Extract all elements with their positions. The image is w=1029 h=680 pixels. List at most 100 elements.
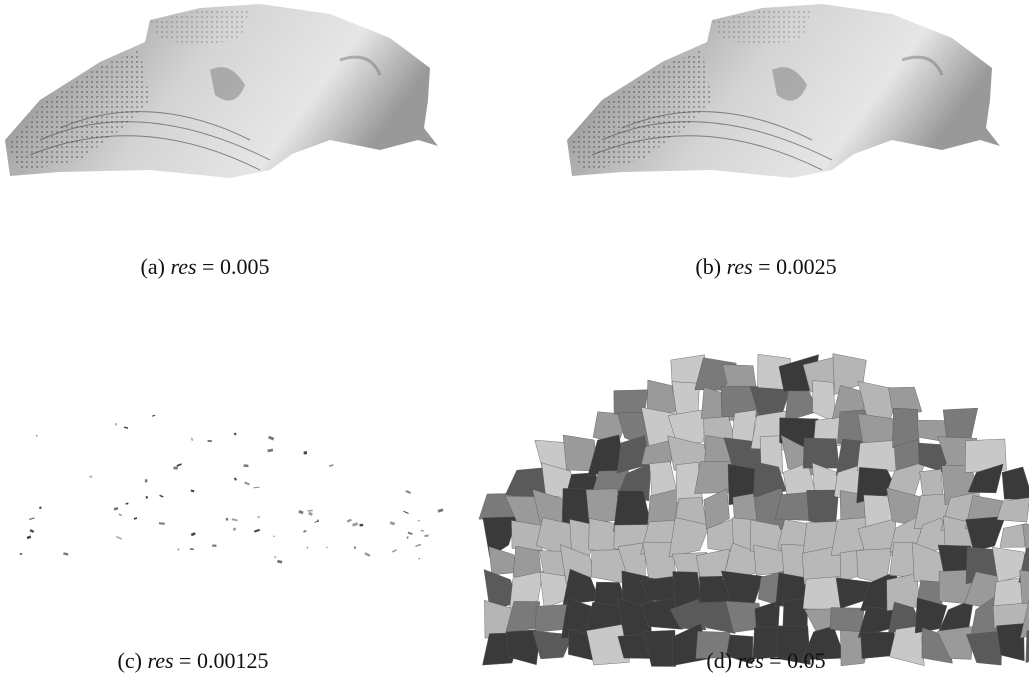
speck [390,521,395,525]
speck [233,527,237,531]
speck [39,506,42,509]
speck [405,490,410,494]
speck [306,547,308,549]
speck [207,440,211,442]
speck [274,556,276,558]
speck [352,522,358,526]
speck [173,467,177,470]
figure [0,0,1029,680]
speck [364,552,370,557]
render-d [479,354,1029,667]
caption-b: (b) res = 0.0025 [695,254,836,280]
facet [830,608,864,635]
speck [421,530,424,532]
speck [273,535,275,537]
speck [232,518,238,521]
speck [119,514,122,516]
caption-expr: = 0.005 [202,254,269,279]
facet [695,462,734,494]
caption-symbol: res [727,254,753,279]
speck [234,477,237,480]
speck [191,489,195,492]
speck [303,530,306,533]
facet [803,438,839,468]
speck [326,547,327,549]
speck [329,464,334,467]
speck [177,548,179,551]
speck [268,436,274,441]
speck [257,516,260,518]
caption-d: (d) res = 0.05 [706,648,825,674]
speck [308,512,313,516]
render-b [567,4,1000,178]
caption-a: (a) res = 0.005 [141,254,270,280]
speck [191,532,196,536]
speck [308,510,313,512]
speck [89,476,92,478]
speck [392,549,397,553]
speck [234,433,237,436]
facet [1002,467,1029,499]
speck [159,495,163,498]
speck [134,517,138,520]
speck [437,508,443,512]
speck [277,560,282,564]
speck [63,552,68,555]
speck [304,451,308,454]
speck [115,423,117,425]
speck [212,545,216,547]
facet [644,630,676,666]
caption-expr: = 0.0025 [758,254,836,279]
speck [406,536,408,538]
facet [966,631,1002,665]
speck [190,548,194,550]
speck [415,544,421,547]
speck [159,522,165,525]
caption-label: (d) [706,648,732,673]
caption-symbol: res [738,648,764,673]
speck [146,496,148,499]
facet [803,577,842,610]
speck [191,438,193,441]
speck [124,426,128,428]
speck [114,507,119,511]
speck [314,521,318,523]
render-a [5,4,438,178]
render-c [20,415,444,564]
speck [244,482,250,486]
speck [116,536,122,540]
speck [347,519,352,523]
facet [813,381,836,423]
speck [36,435,38,437]
speck [254,529,260,533]
speck [403,511,409,514]
page: {"subfigures": [ {"label": "(a)", "symbo… [0,0,1029,680]
speck [244,464,249,467]
speck [152,415,155,417]
speck [298,510,303,514]
caption-expr: = 0.05 [769,648,825,673]
speck [418,558,420,559]
speck [27,535,32,539]
caption-label: (a) [141,254,165,279]
caption-c: (c) res = 0.00125 [118,648,269,674]
caption-label: (b) [695,254,721,279]
speck [359,524,363,527]
speck [267,449,273,453]
speck [20,553,23,555]
caption-label: (c) [118,648,142,673]
speck [30,529,35,533]
speck [226,518,229,521]
speck [424,534,429,537]
speck [145,479,148,482]
speck [29,517,35,520]
speck [354,546,357,549]
speck [418,520,420,521]
caption-symbol: res [170,254,196,279]
speck [254,487,260,489]
speck [176,463,181,466]
caption-symbol: res [147,648,173,673]
caption-expr: = 0.00125 [179,648,268,673]
speck [408,532,413,535]
speck [125,503,128,505]
